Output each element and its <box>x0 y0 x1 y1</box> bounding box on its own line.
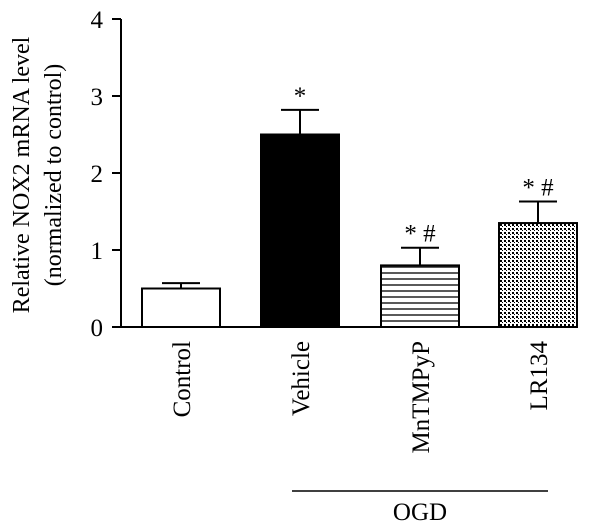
y-axis-label-line2: (normalized to control) <box>41 64 67 287</box>
category-label: MnTMPyP <box>408 341 435 454</box>
bars <box>141 133 578 328</box>
y-tick-label: 1 <box>91 238 104 265</box>
y-tick-label: 0 <box>91 315 104 342</box>
y-axis-label-line1: Relative NOX2 mRNA level <box>9 36 35 313</box>
category-label: LR134 <box>526 341 553 411</box>
bar-mntmpyp <box>380 264 460 328</box>
bar-control <box>141 287 221 328</box>
y-ticks: 0 1 2 3 4 <box>91 7 121 342</box>
category-labels: Control Vehicle MnTMPyP LR134 <box>169 341 553 454</box>
significance-annotation: * <box>294 83 307 110</box>
bar-lr134 <box>498 222 578 328</box>
significance-annotations: * * # * # <box>294 83 554 248</box>
category-label: Control <box>169 341 196 417</box>
group-label: OGD <box>393 499 447 526</box>
significance-annotation: * # <box>522 174 554 201</box>
y-tick-label: 3 <box>91 84 104 111</box>
y-tick-label: 2 <box>91 161 104 188</box>
bar-vehicle <box>260 133 340 328</box>
category-label: Vehicle <box>288 341 315 416</box>
significance-annotation: * # <box>404 221 436 248</box>
y-tick-label: 4 <box>91 7 104 34</box>
error-bars <box>162 108 557 289</box>
